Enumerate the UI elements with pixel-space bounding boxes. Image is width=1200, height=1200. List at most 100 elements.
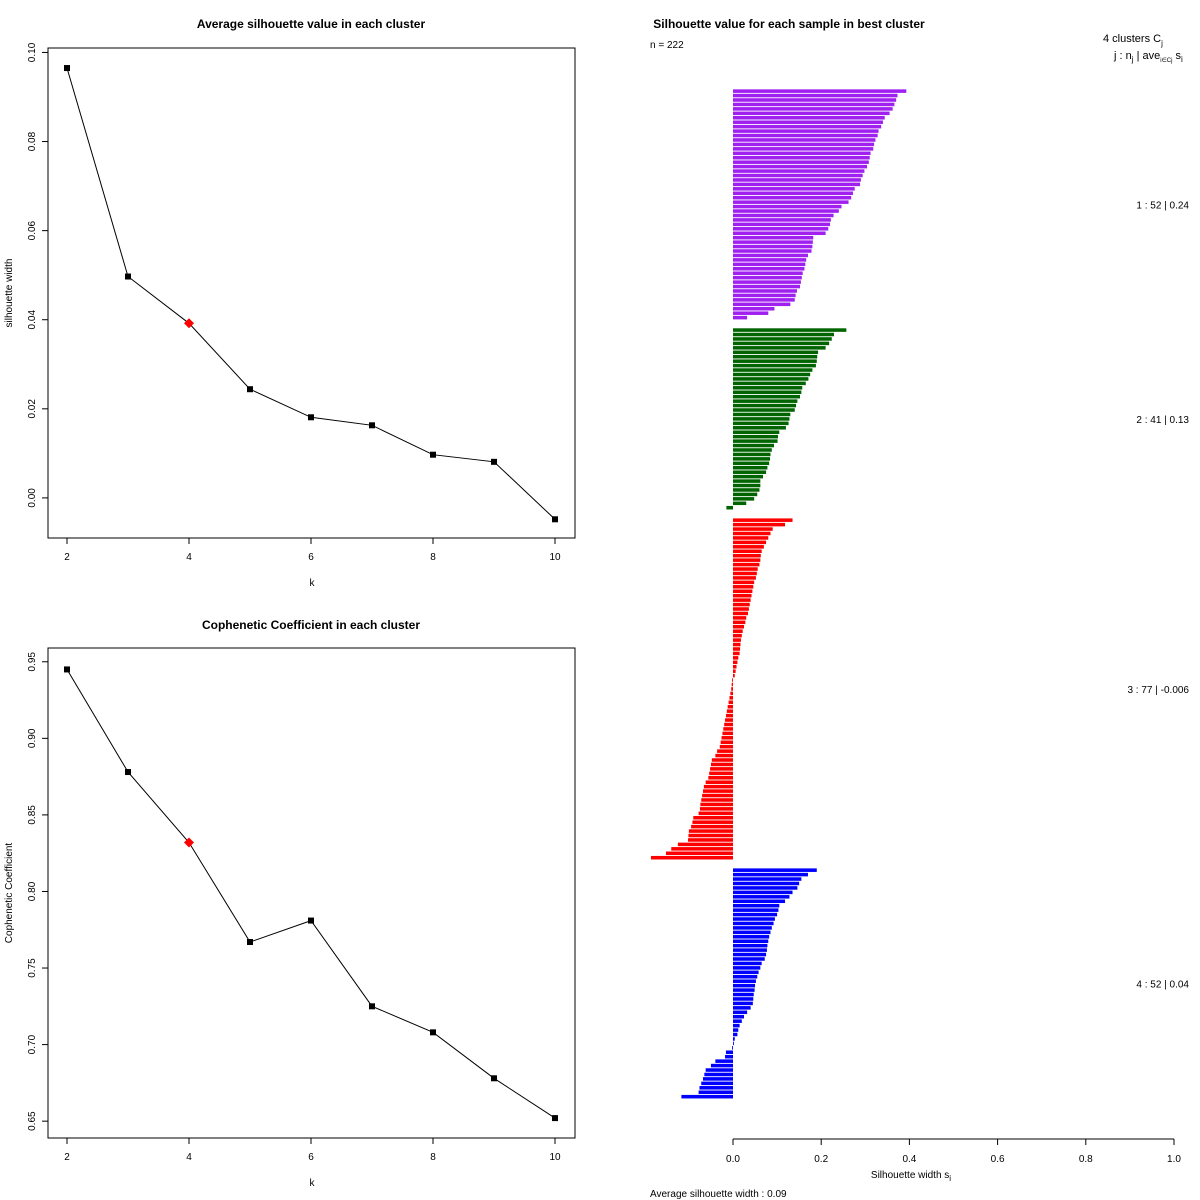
- cluster-4-bar: [733, 1023, 740, 1028]
- cluster-3-bar: [717, 749, 733, 753]
- cluster-3-bar: [733, 553, 761, 558]
- cluster-3-bar: [733, 664, 737, 669]
- cluster-4-bar: [733, 943, 768, 948]
- cluster-4-bar: [704, 1072, 733, 1077]
- cluster-4-bar: [733, 983, 756, 988]
- cluster-1-bar: [733, 267, 805, 271]
- cluster-2-bar: [733, 417, 790, 421]
- cluster-1-bar: [733, 98, 897, 102]
- cluster-3-bar: [733, 571, 757, 576]
- cluster-4-bar: [733, 912, 778, 917]
- cluster-4-bar: [733, 948, 767, 952]
- cluster-3-bar: [733, 625, 745, 629]
- series-line: [66, 67, 556, 520]
- cluster-3-bar: [733, 638, 741, 642]
- cluster-4-bar: [733, 992, 754, 997]
- chart-title: Average silhouette value in each cluster: [197, 17, 426, 31]
- cluster-4-bar: [733, 868, 817, 872]
- cluster-1-bar: [733, 147, 874, 151]
- x-tick-label: 8: [430, 552, 436, 563]
- cluster-4-bar: [733, 908, 779, 912]
- x-tick-label: 0.6: [991, 1154, 1005, 1165]
- x-axis-label: k: [310, 578, 316, 589]
- cluster-3-bar: [733, 673, 735, 678]
- cluster-4-bar: [733, 899, 786, 904]
- cluster-3-bar: [708, 776, 733, 780]
- cluster-4-bar: [733, 917, 775, 921]
- cluster-4-bar: [732, 1046, 733, 1050]
- cluster-2-bar: [733, 470, 767, 474]
- cluster-1-bar: [733, 213, 834, 218]
- cluster-3-bar: [688, 838, 733, 842]
- data-point: [247, 939, 253, 945]
- plot-frame: [47, 647, 576, 1139]
- cluster-4-bar: [733, 997, 754, 1001]
- cluster-1-bar: [733, 227, 829, 231]
- header-sub-2: j: [1131, 55, 1134, 64]
- cluster-3-bar: [703, 784, 733, 789]
- cluster-2-bar: [733, 448, 772, 452]
- y-tick-label: 0.75: [27, 958, 38, 978]
- cluster-2-bar: [733, 354, 818, 359]
- data-point: [64, 666, 70, 673]
- data-point: [552, 516, 558, 523]
- cluster-3-bar: [715, 753, 733, 758]
- cluster-2-bar: [733, 394, 801, 399]
- cluster-2-bar: [733, 390, 802, 395]
- cluster-3-bar: [693, 815, 733, 820]
- cluster-3-bar: [720, 740, 733, 745]
- highlight-point: [184, 837, 194, 848]
- x-tick-label: 10: [549, 552, 561, 563]
- y-tick-label: 0.00: [27, 488, 38, 508]
- cluster-1-bar: [733, 298, 795, 302]
- x-tick-label: 1.0: [1167, 1154, 1181, 1165]
- cluster-3-bar: [722, 731, 733, 736]
- cluster-3-bar: [733, 660, 738, 665]
- cluster-4-bar: [733, 1014, 745, 1019]
- cluster-legend-header: 4 clusters Cj j : nj | avei∈Cj si: [1103, 33, 1183, 64]
- cluster-1-bar: [733, 138, 876, 142]
- data-point: [247, 386, 253, 393]
- cluster-4-bar: [705, 1068, 733, 1072]
- cluster-3-bar: [730, 691, 733, 696]
- cluster-2-bar: [733, 399, 798, 403]
- header-line-1: 4 clusters C: [1103, 33, 1161, 45]
- cluster-3-bar: [726, 709, 733, 713]
- cluster-1-bar: [733, 262, 806, 267]
- cluster-3-bar: [733, 518, 793, 522]
- chart-title: Silhouette value for each sample in best…: [653, 17, 925, 31]
- svg-text:4 clusters Cj: 4 clusters Cj: [1103, 33, 1163, 48]
- x-axis-label: Silhouette width s: [871, 1170, 949, 1181]
- cluster-1-bar: [733, 187, 855, 191]
- silhouette-bar-plot: Silhouette value for each sample in best…: [650, 17, 1189, 1200]
- cluster-1-bar: [733, 235, 814, 240]
- cluster-1-bar: [733, 116, 885, 120]
- x-tick-label: 0.4: [902, 1154, 916, 1165]
- cluster-1-bar: [733, 258, 807, 262]
- cluster-2-bar: [726, 505, 733, 510]
- cluster-1-bar: [733, 120, 883, 124]
- sample-count-label: n = 222: [650, 40, 684, 51]
- x-tick-label: 6: [308, 552, 314, 563]
- cluster-2-bar: [733, 461, 770, 466]
- cluster-2-bar: [733, 497, 755, 501]
- cluster-3-bar: [733, 580, 755, 585]
- cluster-3-bar: [692, 820, 733, 824]
- cluster-3-bar: [733, 602, 750, 607]
- cluster-4-bar: [733, 1028, 739, 1032]
- y-tick-label: 0.06: [27, 220, 38, 240]
- cluster-4-bar: [733, 872, 808, 877]
- cluster-3-bar: [733, 558, 761, 562]
- cluster-4-bar: [733, 1019, 742, 1023]
- silhouette-line-chart: Average silhouette value in each cluster…: [4, 17, 576, 589]
- cluster-3-bar: [677, 842, 734, 847]
- x-tick-label: 6: [308, 1152, 314, 1163]
- cluster-2-bar: [733, 434, 778, 439]
- cluster-3-bar: [733, 576, 756, 580]
- cluster-4-bar: [733, 1037, 735, 1041]
- cluster-3-bar: [733, 585, 754, 589]
- header-sub-1: j: [1160, 39, 1163, 48]
- x-axis-label: k: [310, 1178, 316, 1189]
